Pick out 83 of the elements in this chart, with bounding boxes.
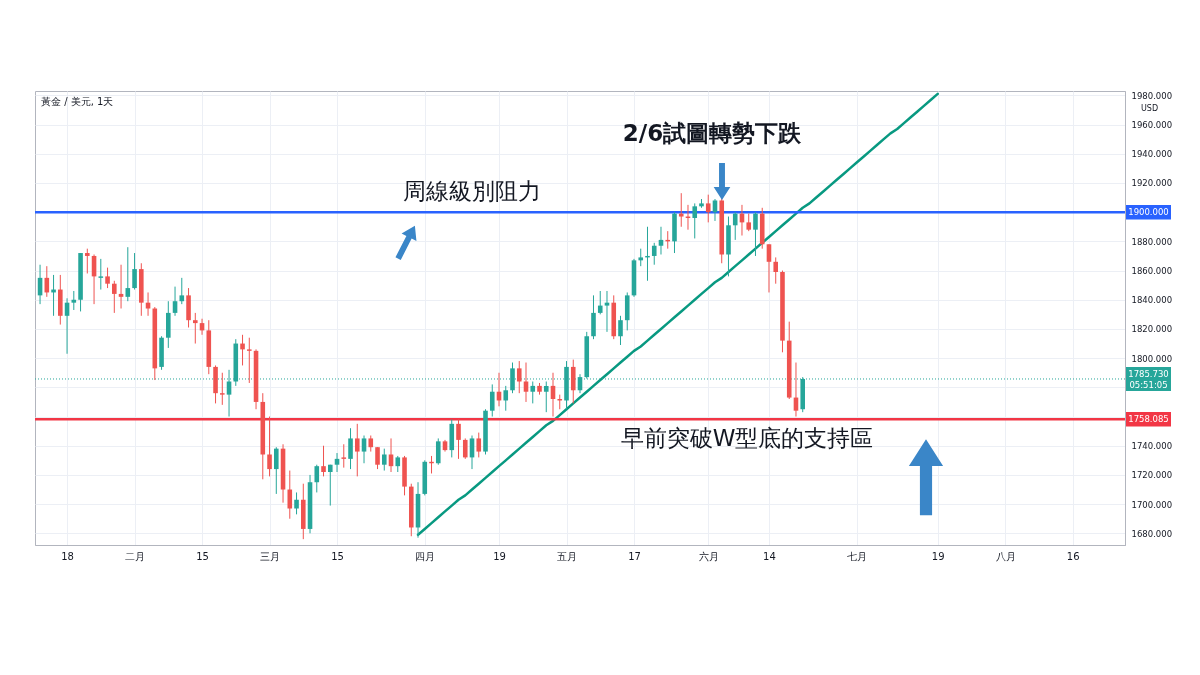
x-tick-label: 15 — [196, 550, 209, 562]
y-tick-label: 1740.000 — [1131, 441, 1173, 452]
candlestick — [287, 470, 293, 520]
candlestick — [692, 202, 698, 239]
candlestick — [132, 252, 137, 291]
x-tick-label: 四月 — [415, 550, 436, 562]
candlestick — [294, 491, 299, 515]
candlestick — [85, 248, 90, 274]
candlestick — [273, 446, 279, 495]
candlestick — [462, 437, 468, 460]
candlestick — [246, 337, 252, 384]
x-tick-label: 八月 — [995, 550, 1016, 562]
candlestick — [341, 443, 347, 469]
candlestick — [118, 264, 124, 310]
y-tick-label: 1880.000 — [1131, 236, 1173, 247]
candlestick — [192, 312, 198, 345]
candlestick — [125, 246, 131, 302]
y-tick-label: 1980.000 — [1131, 90, 1173, 101]
candlestick — [753, 211, 758, 257]
candlestick — [375, 446, 380, 470]
y-tick-label: 1840.000 — [1131, 295, 1173, 306]
candlestick — [179, 277, 185, 305]
ref-line-label: 1758.085 — [1128, 414, 1169, 425]
candlestick — [381, 448, 387, 472]
y-tick-label: 1680.000 — [1131, 528, 1173, 539]
x-tick-label: 19 — [493, 550, 506, 562]
candlestick — [321, 445, 326, 477]
ref-line-label: 1785.730 05:51:05 — [1128, 369, 1169, 390]
candlestick — [530, 381, 536, 404]
y-tick-label: 1800.000 — [1131, 353, 1173, 364]
candlestick — [591, 294, 596, 340]
candlestick — [678, 192, 684, 228]
x-tick-label: 二月 — [125, 550, 146, 562]
candlestick — [240, 334, 245, 366]
candlestick — [456, 418, 461, 460]
candlestick — [476, 432, 482, 458]
candlestick — [267, 416, 272, 477]
x-tick-label: 16 — [1066, 550, 1080, 562]
candlestick — [435, 437, 441, 466]
y-tick-label: 1860.000 — [1131, 266, 1173, 277]
y-tick-label: 1920.000 — [1131, 178, 1173, 189]
ref-line-label: 1900.000 — [1128, 207, 1169, 218]
candlestick — [773, 256, 779, 285]
x-tick-label: 14 — [763, 550, 776, 562]
x-tick-label: 15 — [331, 550, 344, 562]
candlestick — [732, 211, 738, 241]
candlestick — [361, 435, 367, 464]
x-tick-label: 七月 — [847, 550, 868, 562]
candlestick — [618, 315, 623, 346]
candlestick — [105, 267, 110, 289]
candlestick — [98, 258, 104, 291]
candlestick — [71, 290, 77, 311]
candlestick — [503, 385, 509, 412]
candlestick — [570, 359, 576, 404]
candlestick — [543, 381, 549, 413]
x-tick-label: 17 — [628, 550, 641, 562]
candlestick — [112, 280, 117, 314]
candlestick — [219, 372, 225, 406]
candlestick — [348, 427, 353, 470]
y-tick-label: 1820.000 — [1131, 324, 1173, 335]
candlestick — [597, 290, 603, 315]
annotation: 早前突破W型底的支持區 — [620, 425, 874, 452]
annotation: 2/6試圖轉勢下跌 — [622, 119, 803, 146]
chart-title: 黃金 / 美元, 1天 — [41, 96, 114, 107]
x-tick-label: 六月 — [698, 550, 719, 562]
candlestick — [651, 242, 657, 266]
y-axis-title: USD — [1140, 103, 1159, 113]
x-tick-label: 三月 — [260, 550, 281, 562]
candlestick — [327, 464, 333, 507]
x-tick-label: 18 — [61, 550, 74, 562]
y-tick-label: 1960.000 — [1131, 120, 1173, 131]
candlestick — [314, 464, 320, 493]
annotation: 周線級別阻力 — [403, 178, 541, 205]
y-tick-label: 1720.000 — [1131, 470, 1173, 481]
candlestick — [705, 194, 711, 223]
x-tick-label: 五月 — [557, 550, 577, 562]
candlestick — [354, 423, 360, 477]
candlestick — [489, 383, 495, 418]
x-tick-label: 19 — [931, 550, 945, 562]
y-tick-label: 1700.000 — [1131, 499, 1173, 510]
candlestick — [516, 360, 522, 394]
y-tick-label: 1940.000 — [1131, 149, 1173, 160]
candlestick — [604, 290, 610, 333]
